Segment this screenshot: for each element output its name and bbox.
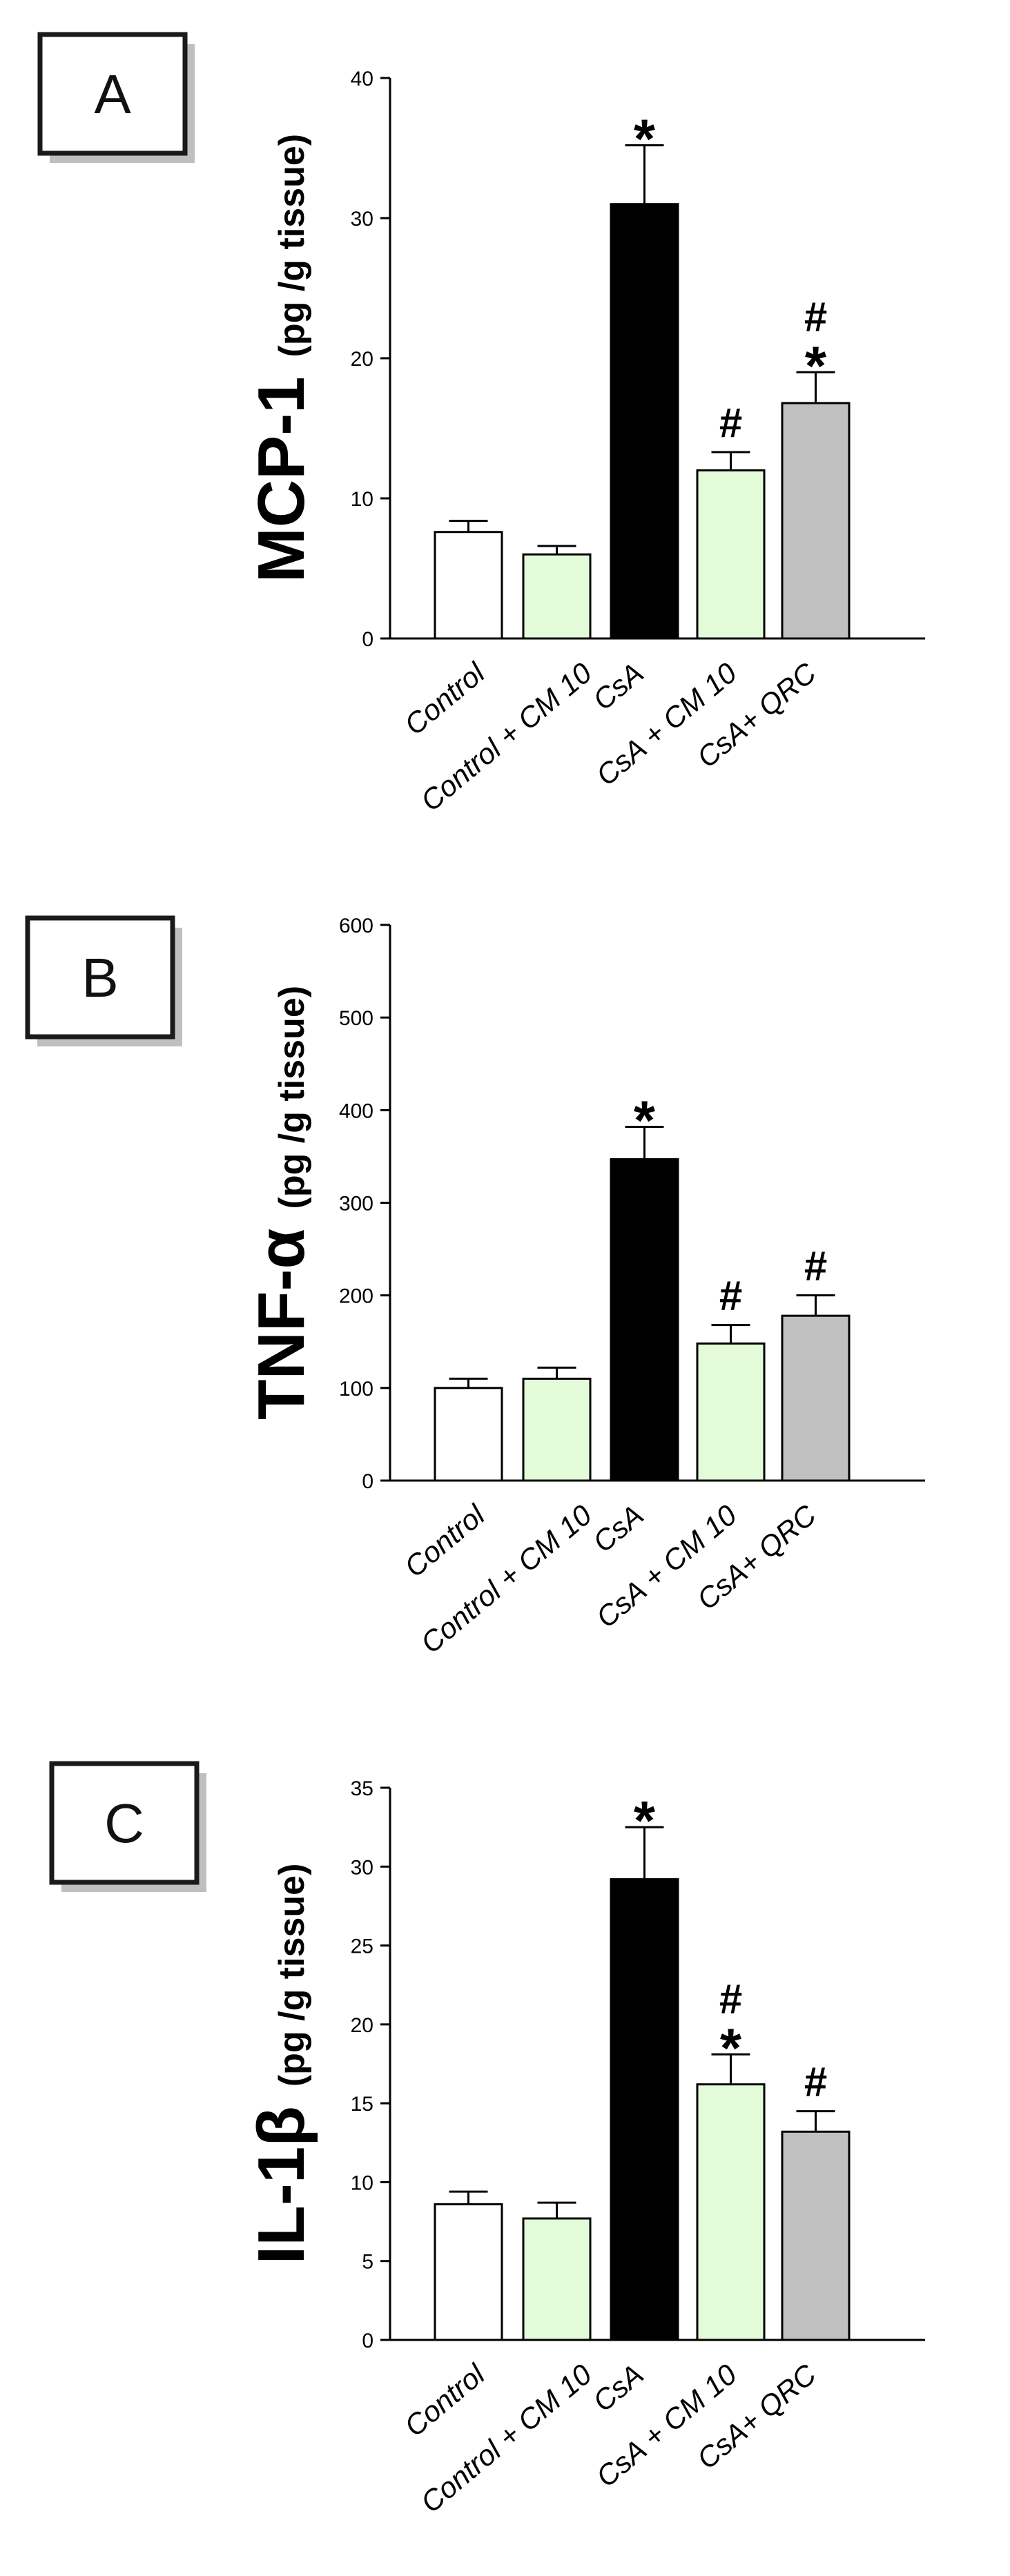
x-tick-label: Control — [398, 1498, 492, 1583]
bar — [781, 1314, 851, 1482]
bar — [781, 402, 851, 640]
y-axis-label-unit: (pg /g tissue) — [272, 1864, 312, 2087]
y-tick-label: 400 — [339, 1100, 373, 1122]
significance-hash: # — [804, 1243, 827, 1289]
significance-asterisk: * — [634, 1089, 656, 1151]
error-bar — [537, 2201, 576, 2218]
significance-hash: # — [719, 400, 742, 446]
error-bar — [625, 1125, 664, 1160]
y-tick-label: 100 — [339, 1378, 373, 1401]
error-bar — [537, 545, 576, 555]
panel-label-box — [49, 1761, 200, 1885]
error-bar — [711, 451, 750, 471]
significance-hash: # — [804, 2059, 827, 2105]
error-bar — [796, 371, 835, 403]
significance-asterisk: * — [720, 2017, 742, 2078]
error-bar — [449, 2190, 488, 2205]
bar — [522, 553, 592, 640]
y-tick-label: 10 — [351, 488, 373, 511]
x-tick-label: Control — [398, 2357, 492, 2443]
y-tick-label: 25 — [351, 1935, 373, 1958]
bar — [696, 2083, 766, 2341]
y-axis-label-main: MCP-1 — [244, 376, 318, 583]
significance-hash: # — [719, 1975, 742, 2022]
error-bar — [796, 1294, 835, 1316]
error-bar — [625, 144, 664, 204]
y-tick-label: 500 — [339, 1007, 373, 1030]
panel-label: C — [104, 1793, 144, 1854]
y-axis-label-main: IL-1β — [244, 2106, 318, 2264]
error-bar — [711, 2053, 750, 2085]
y-axis-label: MCP-1 (pg /g tissue) — [244, 134, 318, 583]
y-tick-label: 5 — [362, 2251, 373, 2274]
significance-asterisk: * — [634, 1790, 656, 1851]
y-tick-label: 35 — [351, 1777, 373, 1800]
bar — [434, 1387, 503, 1482]
error-bar — [449, 519, 488, 532]
y-tick-label: 20 — [351, 2014, 373, 2037]
x-tick-label: CsA — [587, 1499, 650, 1559]
bar — [610, 1158, 679, 1482]
panel-label-box — [37, 32, 188, 156]
significance-asterisk: * — [805, 335, 827, 396]
y-tick-label: 30 — [351, 1856, 373, 1879]
bar — [434, 2203, 503, 2341]
x-tick-label: CsA — [587, 2358, 650, 2418]
bar — [696, 469, 766, 640]
y-tick-label: 20 — [351, 348, 373, 371]
x-tick-label: CsA — [587, 656, 650, 716]
error-bar — [711, 1324, 750, 1344]
y-tick-label: 200 — [339, 1285, 373, 1308]
error-bar — [796, 2110, 835, 2132]
panel-b: B 0 100 200 300 400 500 600 TNF-α (pg /g tissue) *… — [25, 915, 925, 1659]
y-tick-label: 300 — [339, 1193, 373, 1216]
panel-label-box — [25, 915, 175, 1040]
y-axis-label-unit: (pg /g tissue) — [272, 134, 312, 358]
panel-label: A — [94, 64, 131, 125]
significance-hash: # — [719, 1273, 742, 1319]
bar — [610, 203, 679, 640]
y-axis-label-main: TNF-α — [244, 1228, 318, 1420]
y-axis-label: TNF-α (pg /g tissue) — [244, 986, 318, 1420]
x-tick-label: Control — [398, 656, 492, 741]
significance-hash: # — [804, 293, 827, 340]
y-tick-label: 15 — [351, 2093, 373, 2116]
bar — [522, 1377, 592, 1482]
bar — [781, 2130, 851, 2341]
y-tick-label: 0 — [362, 628, 373, 651]
bar — [522, 2217, 592, 2341]
bar — [610, 1878, 679, 2341]
error-bar — [449, 1377, 488, 1388]
significance-asterisk: * — [634, 108, 656, 169]
y-tick-label: 30 — [351, 208, 373, 231]
error-bar — [625, 1826, 664, 1880]
error-bar — [537, 1366, 576, 1379]
y-tick-label: 40 — [351, 68, 373, 90]
bar — [434, 531, 503, 640]
y-tick-label: 0 — [362, 2330, 373, 2352]
bar — [696, 1342, 766, 1482]
panel-label: B — [81, 947, 118, 1008]
y-tick-label: 600 — [339, 915, 373, 937]
y-axis-label-unit: (pg /g tissue) — [272, 986, 312, 1209]
y-tick-label: 0 — [362, 1470, 373, 1493]
y-tick-label: 10 — [351, 2172, 373, 2194]
y-axis-label: IL-1β (pg /g tissue) — [244, 1864, 318, 2265]
